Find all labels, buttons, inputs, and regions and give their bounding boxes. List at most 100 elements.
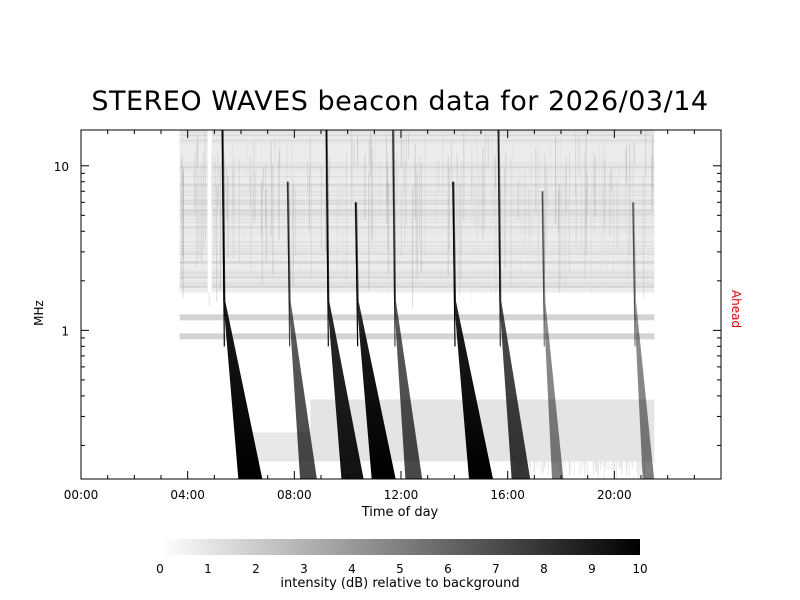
noise-streak	[404, 160, 406, 247]
noise-streak	[528, 189, 530, 238]
burst-5	[392, 130, 423, 479]
noise-streak	[364, 153, 366, 220]
noise-streak	[340, 182, 342, 216]
noise-line	[179, 285, 655, 287]
noise-streak	[217, 152, 219, 207]
noise-line	[179, 139, 655, 142]
noise-streak	[388, 181, 390, 274]
noise-streak	[611, 166, 613, 190]
noise-streak	[414, 143, 416, 220]
noise-streak	[424, 137, 426, 259]
noise-streak	[586, 173, 588, 254]
noise-streak	[625, 148, 627, 236]
noise-line	[179, 223, 655, 226]
noise-streak	[299, 182, 301, 277]
noise-streak	[279, 140, 281, 169]
noise-line	[179, 221, 655, 223]
noise-streak	[542, 461, 544, 473]
noise-streak	[637, 461, 639, 477]
noise-streak	[587, 461, 589, 475]
noise-streak	[227, 176, 229, 259]
noise-streak	[560, 133, 562, 202]
noise-streak	[562, 170, 564, 272]
noise-streak	[387, 166, 389, 251]
noise-streak	[412, 187, 414, 307]
noise-streak	[631, 461, 633, 466]
noise-line	[179, 250, 655, 253]
noise-streak	[402, 138, 404, 195]
noise-line	[179, 142, 655, 145]
noise-streak	[470, 176, 472, 303]
noise-streak	[267, 183, 269, 265]
noise-streak	[654, 461, 656, 465]
noise-line	[179, 190, 655, 192]
burst-7	[497, 130, 531, 479]
noise-streak	[555, 178, 557, 210]
noise-streak	[386, 153, 388, 195]
colorbar-tick-label: 10	[632, 562, 647, 576]
noise-line	[179, 164, 655, 167]
noise-streak	[600, 461, 602, 471]
noise-streak	[265, 188, 267, 262]
noise-streak	[396, 150, 398, 206]
noise-streak	[645, 130, 647, 175]
noise-line	[179, 261, 655, 264]
noise-streak	[587, 173, 589, 211]
noise-streak	[607, 461, 609, 470]
noise-streak	[558, 183, 560, 218]
noise-streak	[216, 186, 218, 303]
noise-streak	[530, 144, 532, 271]
noise-line	[179, 227, 655, 230]
noise-streak	[627, 174, 629, 285]
noise-streak	[517, 178, 519, 217]
noise-streak	[601, 130, 603, 208]
noise-streak	[416, 172, 418, 278]
colorbar-tick-label: 3	[300, 562, 308, 576]
noise-streak	[560, 188, 562, 282]
noise-streak	[253, 141, 255, 220]
colorbar-label: intensity (dB) relative to background	[280, 576, 520, 591]
noise-streak	[435, 161, 437, 224]
noise-line	[179, 252, 655, 255]
noise-streak	[627, 461, 629, 465]
noise-streak	[564, 461, 566, 467]
noise-line	[179, 274, 655, 276]
noise-streak	[460, 163, 462, 280]
noise-streak	[643, 174, 645, 298]
noise-streak	[600, 186, 602, 288]
noise-streak	[196, 142, 198, 268]
noise-streak	[569, 182, 571, 209]
noise-streak	[400, 188, 402, 256]
noise-streak	[442, 134, 444, 194]
noise-streak	[634, 151, 636, 181]
noise-streak	[510, 157, 512, 287]
noise-line	[179, 214, 655, 217]
burst-4-core	[355, 202, 359, 347]
noise-streak	[379, 160, 381, 216]
noise-streak	[477, 181, 479, 292]
colorbar-tick-label: 2	[252, 562, 260, 576]
noise-line	[179, 166, 655, 169]
noise-streak	[197, 134, 199, 167]
colorbar-gradient	[160, 539, 640, 555]
noise-streak	[557, 189, 559, 233]
noise-streak	[504, 167, 506, 269]
noise-streak	[545, 171, 547, 259]
noise-streak	[598, 461, 600, 475]
noise-line	[179, 199, 655, 202]
noise-streak	[438, 159, 440, 194]
noise-streak	[573, 461, 575, 476]
noise-streak	[352, 135, 354, 201]
noise-line	[179, 276, 655, 279]
colorbar-tick-label: 7	[492, 562, 500, 576]
noise-streak	[286, 145, 288, 190]
noise-streak	[309, 163, 311, 237]
noise-streak	[394, 159, 396, 186]
noise-streak	[261, 186, 263, 284]
noise-streak	[233, 156, 235, 259]
noise-streak	[604, 461, 606, 467]
noise-streak	[471, 149, 473, 201]
noise-line	[179, 162, 655, 164]
colorbar-tick-label: 0	[156, 562, 164, 576]
